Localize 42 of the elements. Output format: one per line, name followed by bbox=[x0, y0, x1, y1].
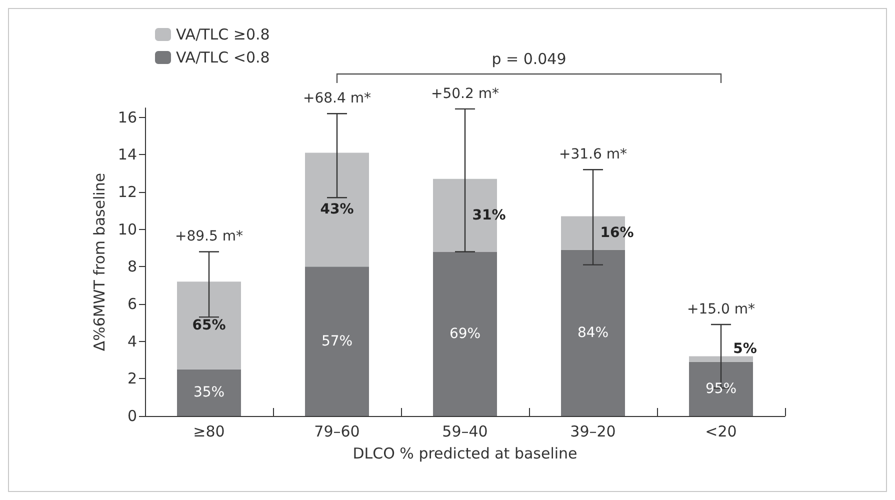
x-tick-label: 79–60 bbox=[314, 422, 360, 440]
x-axis-title: DLCO % predicted at baseline bbox=[352, 444, 578, 462]
annotation: 16% bbox=[600, 225, 634, 242]
annotation: 84% bbox=[577, 324, 609, 341]
x-tick-label: 39–20 bbox=[570, 422, 616, 440]
bar bbox=[177, 369, 241, 416]
bar bbox=[305, 266, 369, 416]
annotation: 31% bbox=[472, 207, 506, 224]
legend-label: VA/TLC ≥0.8 bbox=[176, 26, 270, 44]
annotation: 69% bbox=[449, 326, 481, 342]
annotation: 35% bbox=[193, 384, 225, 401]
legend-label: VA/TLC <0.8 bbox=[176, 48, 270, 66]
y-tick-label: 16 bbox=[118, 108, 137, 126]
annotation: +15.0 m* bbox=[687, 302, 755, 318]
x-tick-label: <20 bbox=[705, 422, 737, 440]
y-tick-label: 12 bbox=[118, 183, 137, 201]
y-tick-label: 8 bbox=[127, 258, 137, 276]
y-tick-label: 14 bbox=[118, 146, 137, 164]
annotation: 95% bbox=[705, 380, 737, 397]
y-tick-label: 2 bbox=[127, 370, 137, 388]
y-tick-label: 10 bbox=[118, 220, 137, 238]
y-tick-label: 0 bbox=[127, 407, 137, 425]
bar bbox=[561, 250, 625, 416]
y-tick-label: 4 bbox=[127, 332, 137, 350]
annotation: +31.6 m* bbox=[559, 146, 627, 163]
bar bbox=[689, 356, 753, 362]
y-axis-title: Δ%6MWT from baseline bbox=[90, 172, 108, 352]
bar bbox=[689, 362, 753, 416]
y-tick-label: 6 bbox=[127, 295, 137, 313]
annotation: +50.2 m* bbox=[431, 86, 499, 102]
text: p = 0.049 bbox=[490, 50, 568, 68]
bar bbox=[305, 152, 369, 267]
annotation: 57% bbox=[321, 333, 353, 350]
x-tick-label: 59–40 bbox=[442, 422, 488, 440]
annotation: +68.4 m* bbox=[303, 90, 371, 107]
annotation: +89.5 m* bbox=[175, 228, 243, 245]
annotation: 43% bbox=[320, 202, 354, 218]
x-tick-label: ≥80 bbox=[193, 422, 225, 440]
annotation: 5% bbox=[733, 341, 757, 358]
bar bbox=[433, 252, 497, 416]
annotation: 65% bbox=[192, 317, 226, 334]
bar bbox=[177, 282, 241, 370]
